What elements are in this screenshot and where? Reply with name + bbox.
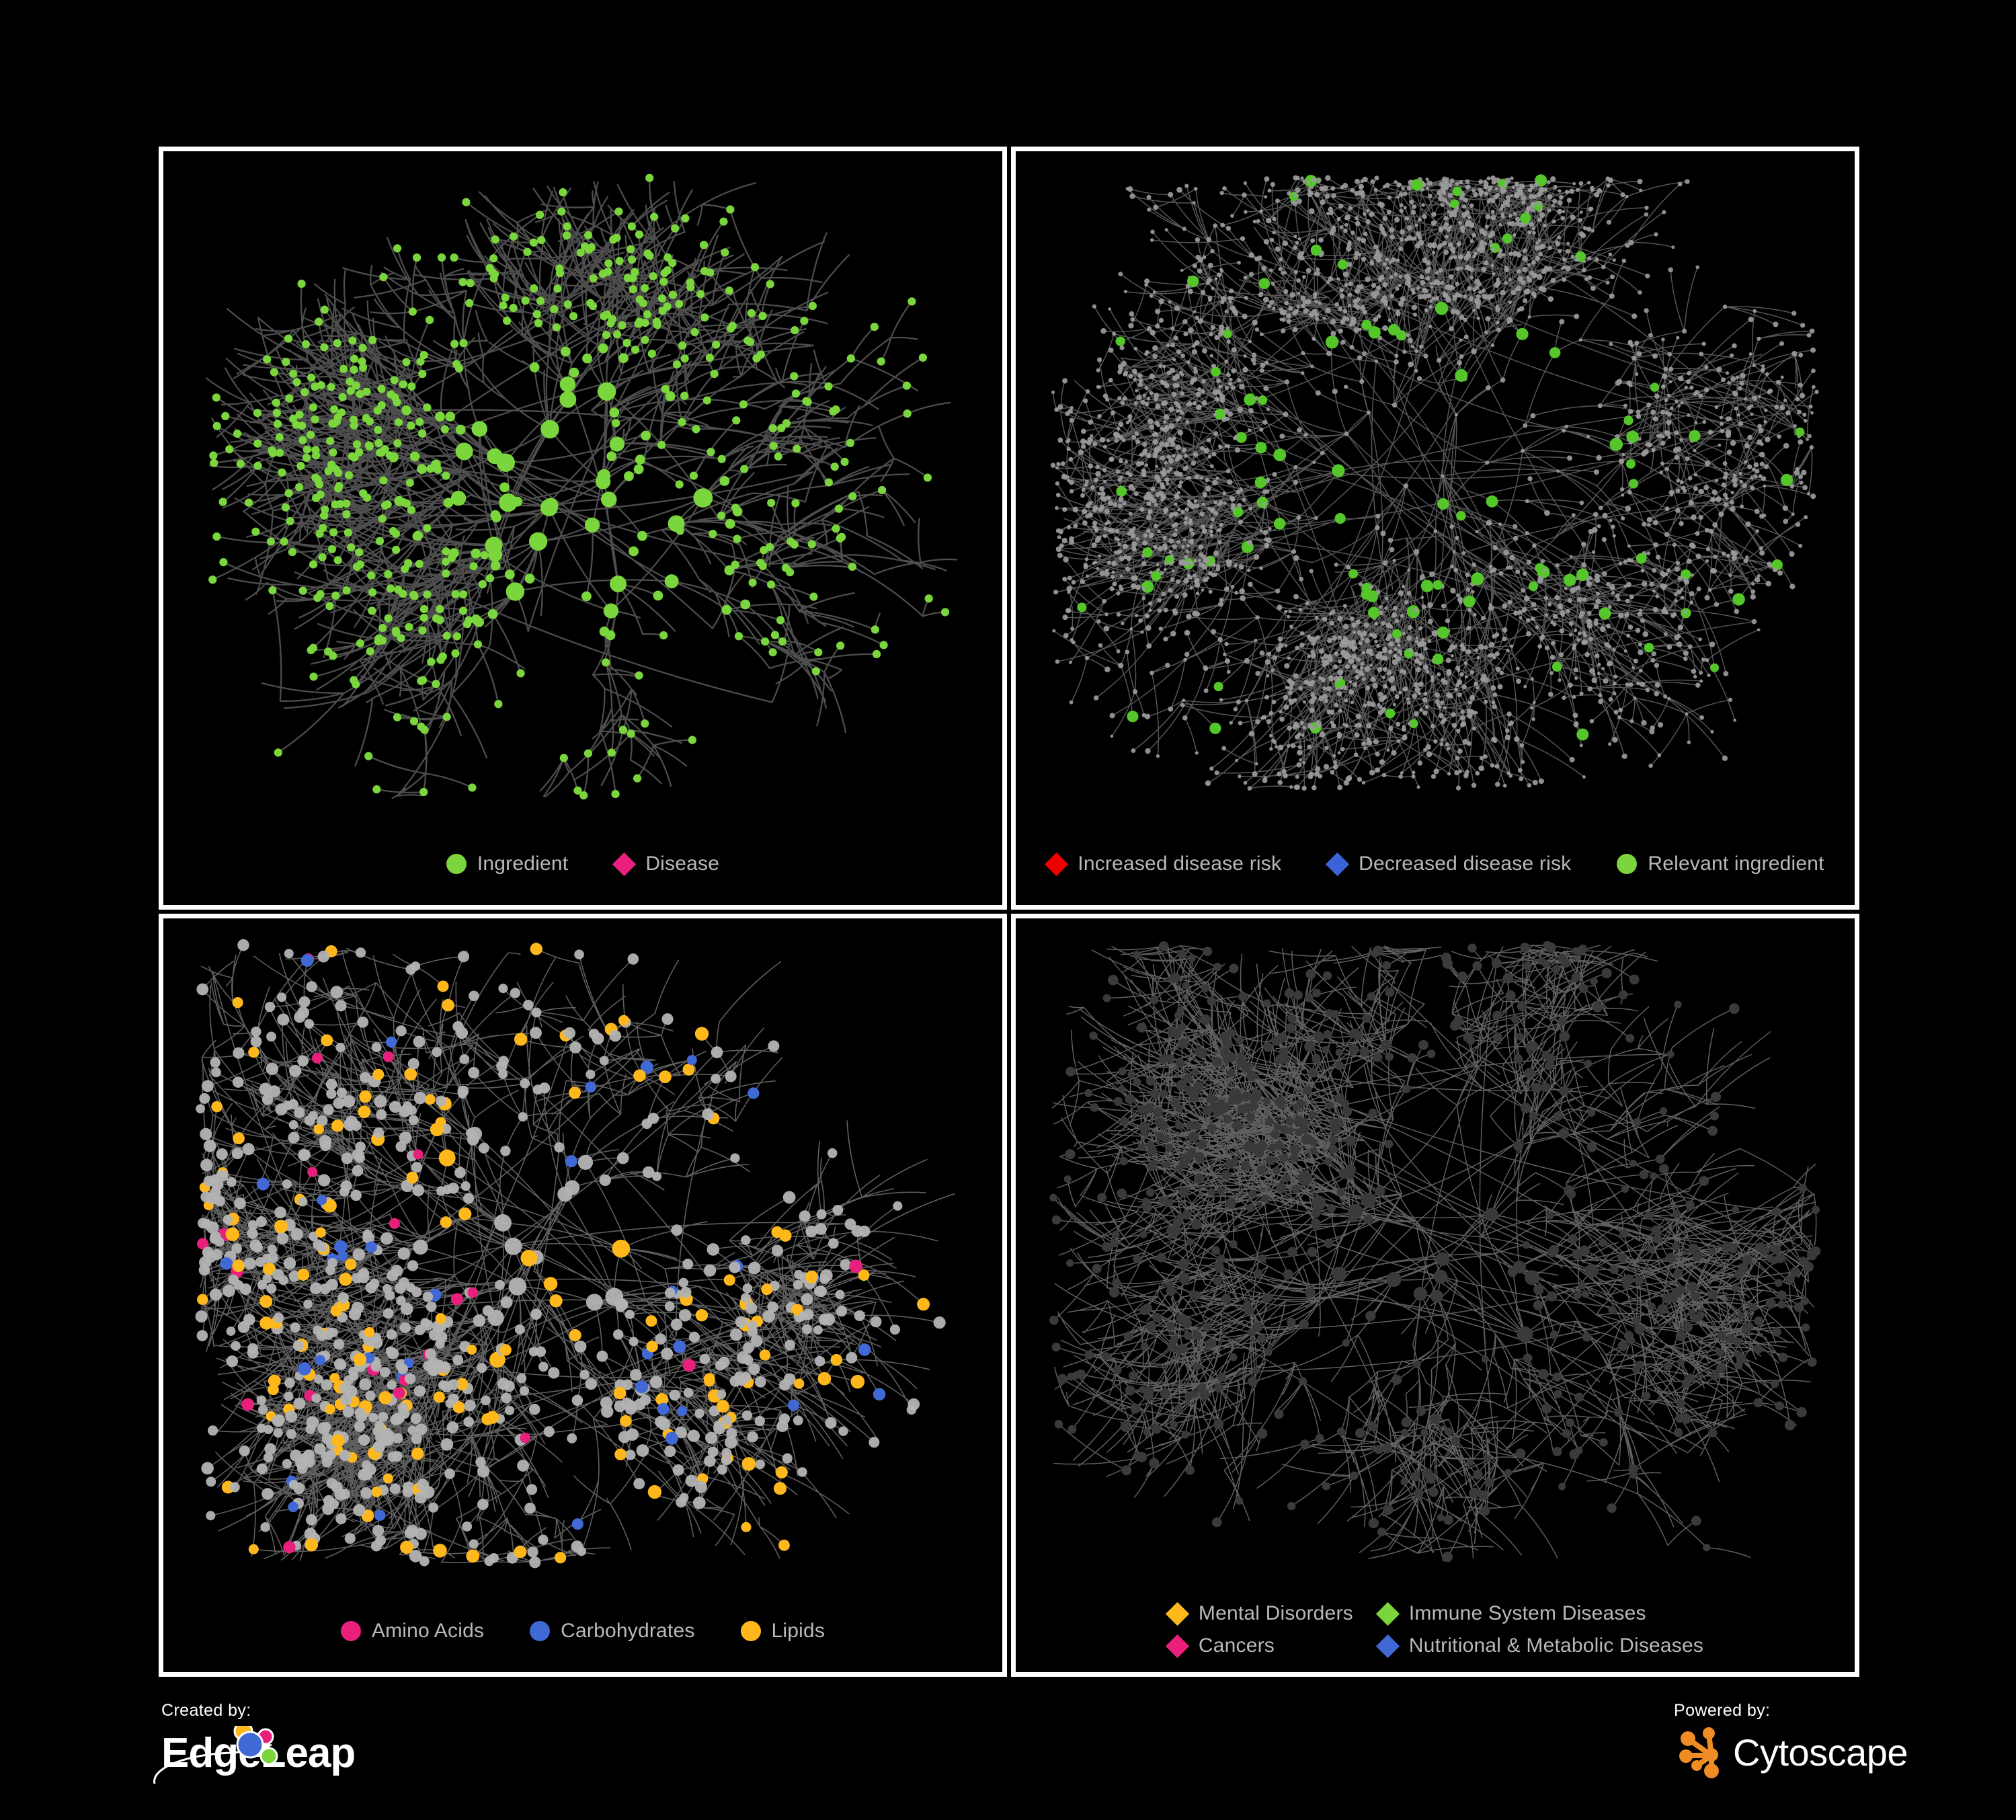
diamond-icon — [1375, 1601, 1400, 1626]
circle-icon — [446, 854, 467, 874]
legend-item-amino-acids: Amino Acids — [340, 1620, 485, 1643]
panel-ingredient-class: Amino Acids Carbohydrates Lipids — [159, 914, 1007, 1677]
legend-item-nutritional-metabolic-diseases: Nutritional & Metabolic Diseases — [1375, 1634, 1704, 1658]
legend-label: Amino Acids — [371, 1620, 485, 1642]
legend-item-mental-disorders: Mental Disorders — [1165, 1601, 1353, 1626]
legend-disease-class: Mental Disorders Immune System Diseases … — [1016, 1601, 1855, 1658]
panel-ingredient-disease: Ingredient Disease — [159, 147, 1007, 910]
powered-by-caption: Powered by: — [1674, 1701, 1771, 1720]
legend-ingredient-disease: Ingredient Disease — [163, 852, 1002, 886]
diamond-icon — [1375, 1634, 1400, 1658]
cytoscape-logo-icon — [1679, 1727, 1719, 1778]
legend-item-cancers: Cancers — [1165, 1634, 1353, 1658]
brand-edgeleap: Created by: EdgeLeap — [153, 1701, 511, 1802]
legend-label: Mental Disorders — [1198, 1602, 1353, 1624]
legend-item-carbohydrates: Carbohydrates — [530, 1620, 694, 1643]
diamond-icon — [1045, 852, 1069, 876]
legend-disease-risk: Increased disease risk Decreased disease… — [1016, 852, 1855, 886]
legend-label: Carbohydrates — [561, 1620, 695, 1642]
diamond-icon — [1165, 1634, 1190, 1658]
circle-icon — [1617, 854, 1638, 874]
network-canvas-disease-class — [1016, 918, 1855, 1672]
legend-item-ingredient: Ingredient — [446, 853, 568, 875]
network-canvas-ingredient-disease — [163, 151, 1002, 905]
cytoscape-wordmark: Cytoscape — [1733, 1731, 1908, 1774]
network-canvas-disease-risk — [1016, 151, 1855, 905]
legend-label: Relevant ingredient — [1648, 853, 1824, 875]
edgeleap-logo-icon — [153, 1726, 278, 1784]
legend-label: Increased disease risk — [1078, 853, 1282, 875]
network-canvas-ingredient-class — [163, 918, 1002, 1672]
panel-grid: Ingredient Disease — [159, 147, 1859, 1677]
legend-label: Decreased disease risk — [1359, 853, 1572, 875]
legend-item-lipids: Lipids — [740, 1620, 825, 1643]
legend-label: Immune System Diseases — [1408, 1602, 1646, 1624]
circle-icon — [530, 1621, 551, 1641]
brand-cytoscape: Powered by: Cytoscape — [1674, 1701, 1997, 1802]
legend-label: Ingredient — [477, 853, 569, 875]
legend-label: Nutritional & Metabolic Diseases — [1408, 1634, 1704, 1657]
circle-icon — [340, 1621, 361, 1641]
legend-label: Lipids — [771, 1620, 825, 1642]
diamond-icon — [1325, 852, 1350, 876]
legend-item-relevant-ingredient: Relevant ingredient — [1617, 853, 1824, 875]
legend-label: Cancers — [1198, 1634, 1275, 1657]
legend-item-increased-risk: Increased disease risk — [1045, 852, 1282, 876]
circle-icon — [740, 1621, 761, 1641]
panel-disease-risk: Increased disease risk Decreased disease… — [1011, 147, 1859, 910]
created-by-caption: Created by: — [161, 1701, 251, 1720]
diamond-icon — [612, 852, 637, 876]
legend-ingredient-class: Amino Acids Carbohydrates Lipids — [163, 1620, 1002, 1653]
footer: Created by: EdgeLeap Powered by: — [0, 1677, 2016, 1820]
legend-item-decreased-risk: Decreased disease risk — [1325, 852, 1572, 876]
panel-disease-class: Mental Disorders Immune System Diseases … — [1011, 914, 1859, 1677]
legend-label: Disease — [645, 853, 720, 875]
legend-item-disease: Disease — [612, 852, 720, 876]
diamond-icon — [1165, 1601, 1190, 1626]
legend-item-immune-system-diseases: Immune System Diseases — [1375, 1601, 1703, 1626]
